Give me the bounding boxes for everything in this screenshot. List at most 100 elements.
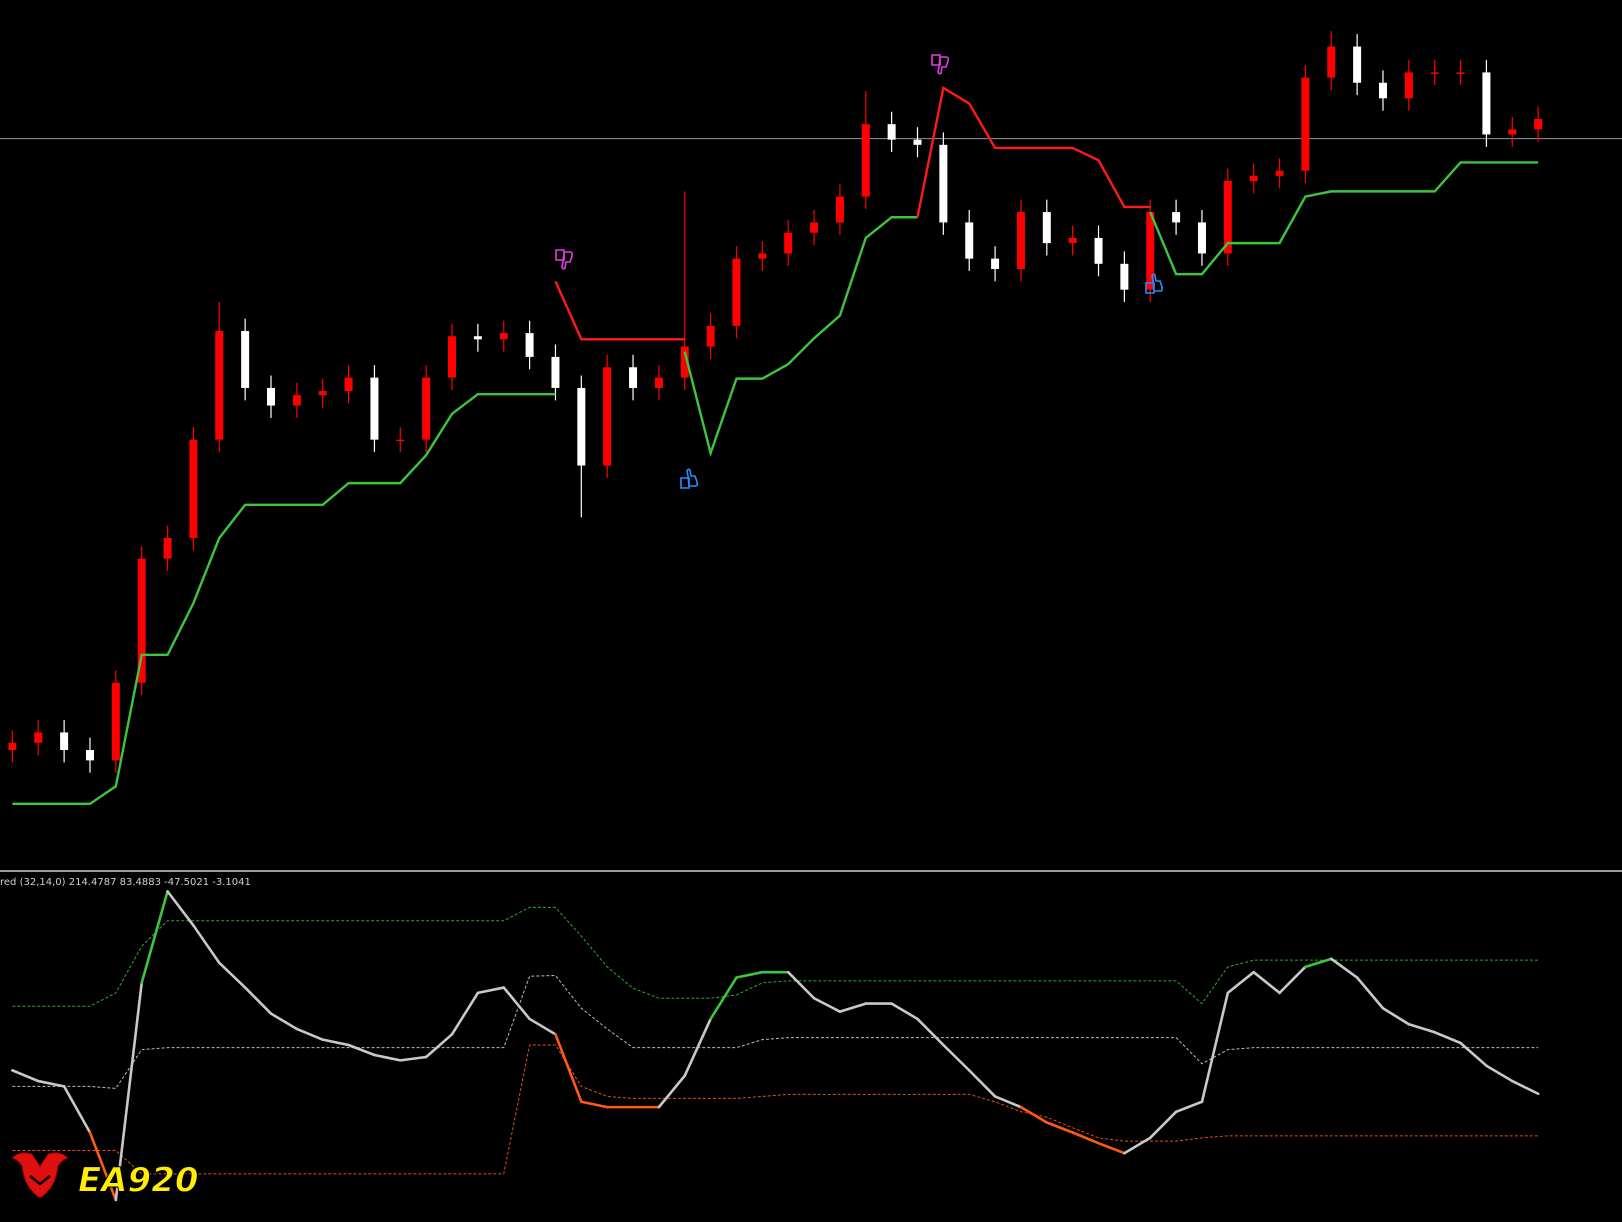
candle-body xyxy=(422,377,431,440)
candle-body xyxy=(939,144,948,223)
candle-body xyxy=(292,395,301,406)
oscillator-segment xyxy=(967,1069,997,1098)
candle-body xyxy=(1327,46,1336,78)
oscillator-segment xyxy=(993,1095,1023,1109)
candle-body xyxy=(1172,212,1181,223)
candle-body xyxy=(861,124,870,197)
candle-body xyxy=(396,439,405,442)
candle-body xyxy=(241,331,250,388)
candle-body xyxy=(344,377,353,392)
oscillator-segment xyxy=(269,1012,299,1031)
candle-body xyxy=(1094,237,1103,264)
candle-body xyxy=(1275,170,1284,176)
candle-body xyxy=(965,222,974,259)
candle-body xyxy=(1430,72,1439,74)
oscillator-segment xyxy=(347,1043,376,1057)
oscillator-segment xyxy=(166,890,195,927)
line-series xyxy=(683,216,918,458)
candle-body xyxy=(111,682,120,761)
oscillator-segment xyxy=(1381,1006,1411,1026)
candle-body xyxy=(887,124,896,140)
oscillator-segment xyxy=(140,890,169,985)
oscillator-segment xyxy=(1123,1136,1152,1155)
candle-body xyxy=(1353,46,1362,83)
oscillator-segment xyxy=(709,976,738,1021)
oscillator-segment xyxy=(295,1027,325,1041)
line-series xyxy=(12,392,556,806)
oscillator-segment xyxy=(554,1033,583,1104)
oscillator-segment xyxy=(1071,1131,1100,1145)
candle-body xyxy=(215,331,224,440)
oscillator-segment xyxy=(1278,965,1307,995)
oscillator-segment xyxy=(502,986,531,1021)
oscillator-segment xyxy=(424,1033,454,1059)
candle-body xyxy=(1016,212,1025,269)
oscillator-segment xyxy=(1329,957,1359,979)
oscillator-segment xyxy=(1304,957,1333,969)
oscillator-segment xyxy=(321,1038,350,1047)
oscillator-segment xyxy=(476,986,506,995)
line-series xyxy=(554,280,685,341)
candle-body xyxy=(60,732,69,751)
line-series xyxy=(12,975,1539,1089)
candle-body xyxy=(1068,237,1077,244)
candle-body xyxy=(85,750,94,761)
oscillator-segment xyxy=(11,1069,40,1083)
candle-body xyxy=(1223,181,1232,254)
candle-body xyxy=(189,439,198,538)
oscillator-segment xyxy=(1459,1041,1488,1068)
oscillator-segment xyxy=(192,924,221,965)
sell-signal xyxy=(555,54,950,270)
candle-body xyxy=(1482,72,1491,135)
oscillator-segment xyxy=(88,1131,118,1202)
line-series xyxy=(1149,161,1539,276)
oscillator-segment xyxy=(373,1053,402,1062)
oscillator-segment xyxy=(890,1002,919,1021)
candle-body xyxy=(34,732,43,743)
line-series xyxy=(916,86,1151,218)
candle-body xyxy=(318,391,327,396)
oscillator-segment xyxy=(580,1100,609,1109)
candle-body xyxy=(499,333,508,340)
oscillator-segment xyxy=(398,1055,428,1062)
candle-body xyxy=(551,356,560,388)
oscillator-segment xyxy=(683,1017,712,1078)
oscillator-segment xyxy=(36,1079,66,1088)
candle-body xyxy=(603,367,612,466)
oscillator-segment xyxy=(735,970,764,979)
candle-body xyxy=(654,377,663,388)
oscillator-segment xyxy=(1407,1022,1436,1034)
oscillator-segment xyxy=(1200,991,1230,1104)
candle-body xyxy=(1534,118,1543,130)
line-series xyxy=(12,1044,1539,1175)
candle-body xyxy=(1249,175,1258,182)
oscillator-segment xyxy=(1226,970,1255,995)
oscillator-segment xyxy=(942,1043,971,1072)
candle-body xyxy=(680,346,689,378)
oscillator-segment xyxy=(450,991,480,1036)
candle-body xyxy=(370,377,379,440)
candle-body xyxy=(1120,263,1129,290)
price-panel xyxy=(0,31,1622,806)
candle-body xyxy=(706,325,715,347)
oscillator-segment xyxy=(1019,1105,1049,1124)
oscillator-segment xyxy=(243,986,273,1015)
oscillator-segment xyxy=(786,970,816,1000)
candle-body xyxy=(810,222,819,233)
candle-body xyxy=(913,139,922,145)
candle-body xyxy=(1378,82,1387,99)
candle-body xyxy=(448,336,457,378)
oscillator-segment xyxy=(916,1017,945,1047)
oscillator-segment xyxy=(62,1085,92,1134)
oscillator-segment xyxy=(1174,1100,1204,1114)
oscillator-segment xyxy=(838,1002,868,1013)
candle-body xyxy=(137,558,146,683)
oscillator-segment xyxy=(1045,1121,1074,1134)
indicator-label: red (32,14,0) 214.4787 83.4883 -47.5021 … xyxy=(0,877,251,888)
candle-body xyxy=(784,232,793,254)
oscillator-segment xyxy=(1148,1110,1178,1140)
candle-body xyxy=(758,253,767,259)
logo-icon xyxy=(11,1152,69,1199)
candle-body xyxy=(1301,77,1310,171)
